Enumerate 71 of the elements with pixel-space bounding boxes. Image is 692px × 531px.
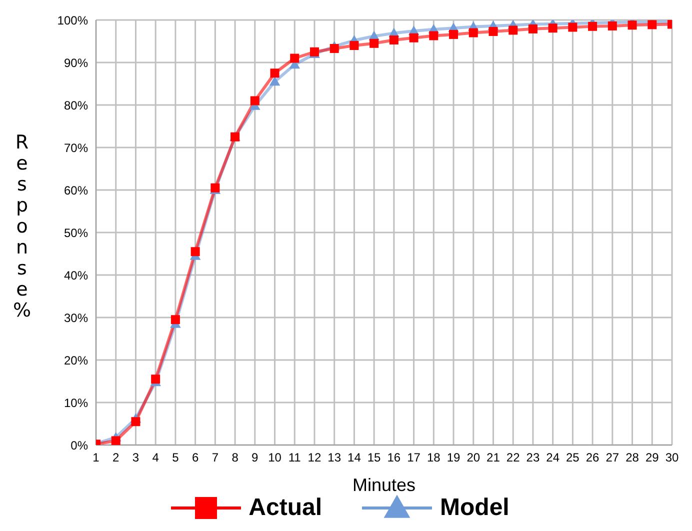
point <box>330 44 339 53</box>
x-tick-label: 28 <box>626 450 640 465</box>
x-tick-label: 14 <box>348 450 362 465</box>
x-tick-label: 20 <box>466 450 480 465</box>
point <box>131 417 140 426</box>
point <box>250 96 260 106</box>
legend-label: Model <box>440 494 510 522</box>
point <box>568 22 578 32</box>
x-tick-label: 16 <box>387 450 401 465</box>
point <box>151 374 160 384</box>
x-tick-label: 19 <box>446 450 461 465</box>
x-tick-label: 17 <box>407 450 421 465</box>
point <box>270 68 280 78</box>
x-tick-label: 15 <box>367 450 382 465</box>
point <box>111 436 120 445</box>
x-tick-label: 18 <box>426 450 441 465</box>
x-tick-label: 27 <box>606 450 620 465</box>
x-axis-title: Minutes <box>352 475 416 495</box>
point <box>389 35 398 44</box>
x-tick-label: 10 <box>268 450 282 465</box>
x-tick-label: 24 <box>546 450 560 465</box>
point <box>170 315 180 324</box>
y-tick-label: 50% <box>64 226 88 240</box>
x-tick-label: 5 <box>172 450 180 465</box>
point <box>269 76 280 86</box>
y-tick-label: 60% <box>64 183 88 198</box>
y-tick-label: 80% <box>64 98 88 112</box>
x-tick-label: 9 <box>252 450 259 465</box>
point <box>548 24 558 33</box>
x-tick-label: 23 <box>526 450 540 465</box>
x-tick-label: 13 <box>328 450 342 465</box>
legend-label: Actual <box>248 494 322 522</box>
x-tick-label: 21 <box>486 450 500 465</box>
y-tick-label: 20% <box>64 353 88 368</box>
point <box>350 41 359 50</box>
x-tick-label: 25 <box>566 450 580 465</box>
x-tick-label: 26 <box>586 450 600 465</box>
y-tick-label: 90% <box>64 56 88 70</box>
point <box>449 30 458 39</box>
x-tick-label: 30 <box>665 450 679 465</box>
point <box>190 247 200 256</box>
point <box>588 22 598 31</box>
x-tick-label: 12 <box>308 450 322 465</box>
point <box>488 26 498 36</box>
y-tick-label: 100% <box>57 13 88 28</box>
point <box>528 24 538 34</box>
point <box>648 20 657 30</box>
point <box>508 26 518 35</box>
x-tick-label: 6 <box>192 450 199 465</box>
x-tick-label: 7 <box>212 450 219 465</box>
point <box>409 33 418 42</box>
point <box>290 54 300 63</box>
x-tick-label: 22 <box>506 450 520 465</box>
point <box>628 20 637 30</box>
y-tick-label: 10% <box>64 396 88 410</box>
y-tick-label: 0% <box>70 438 88 452</box>
x-tick-label: 2 <box>112 450 120 465</box>
x-tick-label: 8 <box>232 450 239 465</box>
point <box>468 28 478 38</box>
x-tick-label: 4 <box>152 450 160 465</box>
text: Response% <box>12 132 32 322</box>
x-tick-label: 29 <box>645 450 660 465</box>
x-tick-label: 3 <box>132 450 140 465</box>
point <box>608 21 617 30</box>
x-tick-label: 11 <box>288 450 302 465</box>
x-tick-label: 1 <box>92 450 100 465</box>
y-tick-label: 70% <box>64 140 88 155</box>
y-tick-label: 30% <box>64 310 88 325</box>
point <box>370 38 379 48</box>
y-tick-label: 40% <box>64 268 88 282</box>
point <box>429 31 438 40</box>
